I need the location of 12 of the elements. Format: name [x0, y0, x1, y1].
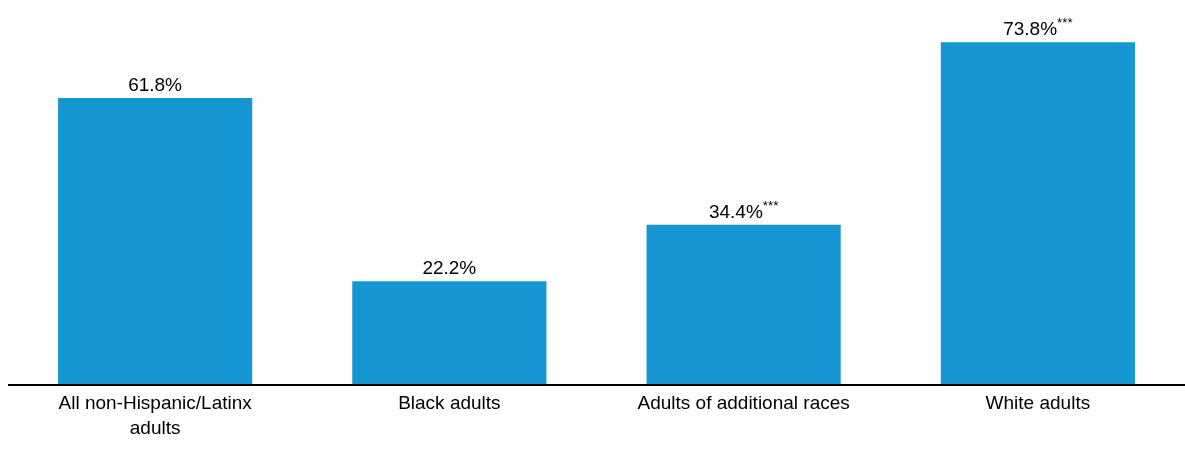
data-label: 73.8%$^{***}$ [1003, 15, 1073, 40]
bar [352, 281, 547, 384]
bar [646, 224, 841, 384]
data-label: 22.2% [422, 257, 477, 279]
x-tick-label: Black adults [398, 391, 501, 413]
bar [58, 97, 253, 384]
x-tick-label: All non-Hispanic/Latinx adults [58, 391, 253, 438]
x-tick-label: Adults of additional races [637, 391, 850, 413]
bar [940, 42, 1135, 384]
data-label: 34.4%$^{***}$ [708, 197, 779, 222]
data-label: 61.8% [128, 73, 183, 95]
x-tick-label: White adults [985, 391, 1091, 413]
